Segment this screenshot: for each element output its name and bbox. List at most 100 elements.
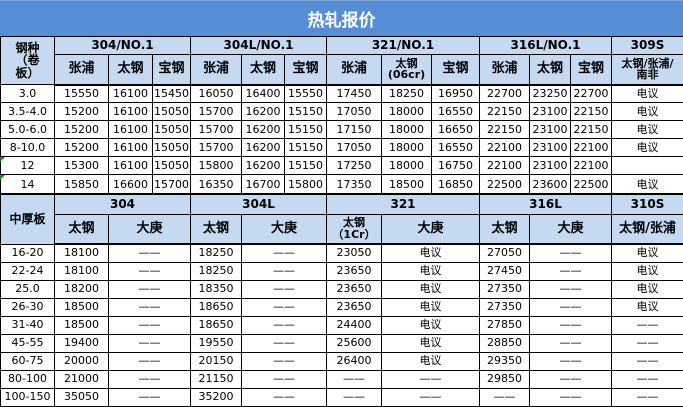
price-cell: 23250 [529,84,571,103]
price-cell: 15700 [190,102,242,121]
price-cell: 电议 [611,102,683,121]
price-cell: 23650 [326,279,382,299]
sub-header: 张浦 [326,54,382,86]
price-cell: —— [529,387,612,407]
price-cell: 电议 [381,315,480,335]
price-cell: 18350 [190,279,242,299]
table-row: 26-30 18500 —— 18650 —— 23650 电议 27350 —— 电议 [0,297,683,317]
price-cell: 35200 [190,387,242,407]
price-cell: 电议 [381,243,480,263]
price-cell: 16650 [431,120,480,139]
sub-header-row: 张浦 太钢 宝钢 张浦 太钢 宝钢 张浦 太钢 (06cr) 宝钢 张浦 太钢 宝钢 太钢/张浦/ 南非 [1,54,683,86]
price-cell: —— [241,261,327,281]
price-cell: —— [241,333,327,353]
price-cell: 15550 [284,84,327,103]
price-cell: 17050 [326,102,382,121]
price-cell: 16950 [431,84,480,103]
price-cell: 电议 [611,120,683,139]
price-cell: 29850 [479,369,530,389]
price-cell: 27050 [479,243,530,263]
price-cell: 22100 [479,138,530,157]
corner-header: 中厚板 [0,193,55,245]
group-header: 316L/NO.1 [479,36,612,55]
price-cell: 22100 [570,156,612,175]
price-cell: 22150 [570,102,612,121]
price-cell: 18250 [190,243,242,263]
price-cell: 18100 [54,243,109,263]
price-cell: 15150 [284,156,327,175]
sub-header: 宝钢 [431,54,480,86]
price-cell: 27450 [479,261,530,281]
table-row: 22-24 18100 —— 18250 —— 23650 电议 27450 —— 电议 [0,261,683,281]
spec-cell: 31-40 [0,315,55,335]
price-cell: —— [611,333,683,353]
group-header: 321/NO.1 [326,36,480,55]
price-cell: 35050 [54,387,109,407]
price-cell: 电议 [381,279,480,299]
price-cell: —— [108,261,191,281]
price-cell: —— [241,243,327,263]
price-cell: 15050 [152,138,191,157]
table-row: 5.0-6.0 15200 16100 15050 15700 16200 15150 171… [0,120,683,139]
table-row: 45-55 19400 —— 19550 —— 25600 电议 28850 —— —— [0,333,683,353]
price-cell: 电议 [611,243,683,263]
group-header: 304L [190,193,327,215]
price-cell: 15300 [54,156,109,175]
price-cell: 21000 [54,369,109,389]
price-cell: 16100 [108,120,153,139]
price-cell: 21150 [190,369,242,389]
table-row: 3.5-4.0 15200 16100 15050 15700 16200 15150 170… [0,102,683,121]
price-cell: 27350 [479,279,530,299]
spec-cell: 45-55 [0,333,55,353]
table-row: 100-150 35050 —— 35200 —— —— —— —— —— —— [0,387,683,407]
price-cell: —— [529,261,612,281]
price-cell: 19550 [190,333,242,353]
price-cell: —— [108,243,191,263]
price-cell: 电议 [611,297,683,317]
price-cell: —— [611,315,683,335]
price-cell: —— [241,387,327,407]
price-cell: 电议 [611,138,683,157]
price-cell: —— [529,333,612,353]
price-cell: 17450 [326,84,382,103]
cell-comment-marker [0,175,5,180]
price-cell: —— [108,369,191,389]
sub-header: 太钢 [108,54,153,86]
price-cell: 26400 [326,351,382,371]
price-cell: 18000 [381,102,432,121]
table-row: 16-20 18100 —— 18250 —— 23050 电议 27050 —— 电议 [0,243,683,263]
price-cell: 23650 [326,297,382,317]
group-header: 316L [479,193,612,215]
price-cell: 17150 [326,120,382,139]
spec-cell: 100-150 [0,387,55,407]
price-cell: —— [241,279,327,299]
sub-header: 太钢 [190,213,242,245]
price-cell: —— [108,315,191,335]
price-cell: —— [381,387,480,407]
price-cell: 15700 [190,138,242,157]
sub-header: 太钢/张浦 [611,213,683,245]
price-cell: —— [611,369,683,389]
price-cell: 15700 [190,120,242,139]
price-cell: 23650 [326,261,382,281]
price-cell: 15200 [54,138,109,157]
price-cell: 15050 [152,102,191,121]
table-row: 8-10.0 15200 16100 15050 15700 16200 15150 1705… [0,138,683,157]
price-cell: —— [529,315,612,335]
price-cell: 19400 [54,333,109,353]
sub-header: 宝钢 [152,54,191,86]
price-cell: 15150 [284,138,327,157]
price-cell: 18000 [381,138,432,157]
price-cell: —— [241,351,327,371]
spec-cell: 22-24 [0,261,55,281]
price-cell: 17250 [326,156,382,175]
table-row: 12 15300 16100 15050 15800 16200 15150 17250 180… [0,156,683,175]
price-cell: 27350 [479,297,530,317]
price-cell: 18000 [381,156,432,175]
spec-cell: 60-75 [0,351,55,371]
price-cell: 18100 [54,261,109,281]
price-cell: 22150 [479,102,530,121]
price-cell: 16100 [108,138,153,157]
group-header-row: 钢种 （卷 板） 304/NO.1 304L/NO.1 321/NO.1 316L/NO… [0,36,683,85]
price-cell: 16100 [108,84,153,103]
